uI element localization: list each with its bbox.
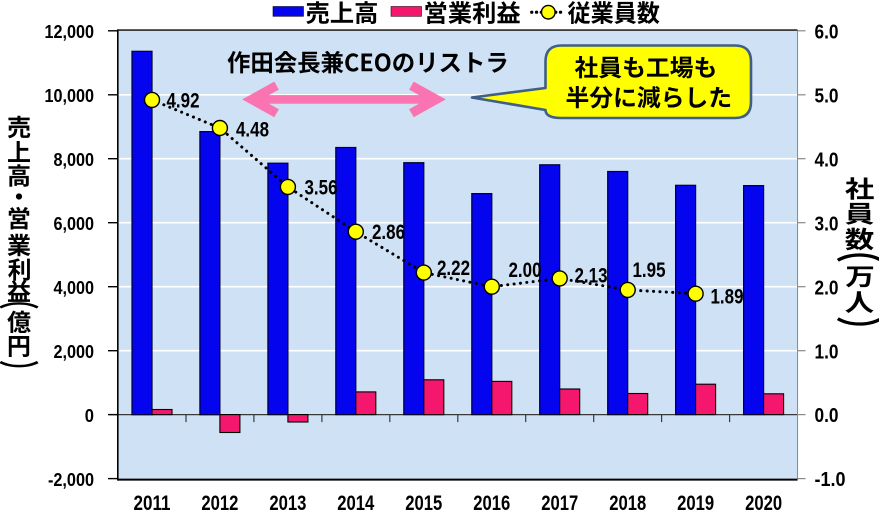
svg-text:8,000: 8,000: [54, 150, 95, 170]
svg-text:2012: 2012: [201, 492, 238, 515]
svg-text:-1.0: -1.0: [815, 469, 846, 491]
svg-text:2.00: 2.00: [509, 259, 542, 282]
svg-text:2.0: 2.0: [815, 277, 839, 299]
svg-text:4.0: 4.0: [815, 149, 839, 171]
svg-text:6,000: 6,000: [54, 214, 95, 234]
svg-text:2017: 2017: [541, 492, 578, 515]
svg-text:-2,000: -2,000: [48, 470, 94, 490]
svg-text:2019: 2019: [677, 492, 714, 515]
svg-text:0.0: 0.0: [815, 405, 839, 427]
svg-text:2018: 2018: [609, 492, 646, 515]
svg-text:2014: 2014: [337, 492, 374, 515]
svg-text:10,000: 10,000: [45, 86, 95, 106]
svg-text:4,000: 4,000: [54, 278, 95, 298]
svg-text:6.0: 6.0: [815, 21, 839, 43]
svg-text:2.22: 2.22: [437, 257, 470, 280]
svg-text:5.0: 5.0: [815, 85, 839, 107]
svg-text:2020: 2020: [745, 492, 782, 515]
svg-text:2015: 2015: [405, 492, 442, 515]
svg-text:3.56: 3.56: [305, 177, 338, 200]
svg-text:2011: 2011: [134, 492, 171, 515]
svg-text:2.86: 2.86: [372, 221, 405, 244]
svg-text:4.48: 4.48: [236, 119, 269, 142]
svg-text:12,000: 12,000: [45, 22, 95, 42]
svg-text:1.89: 1.89: [711, 285, 744, 308]
svg-text:2.13: 2.13: [575, 264, 608, 287]
svg-text:2013: 2013: [269, 492, 306, 515]
svg-text:4.92: 4.92: [167, 90, 200, 113]
svg-text:1.0: 1.0: [815, 341, 839, 363]
svg-text:3.0: 3.0: [815, 213, 839, 235]
svg-text:1.95: 1.95: [633, 259, 666, 282]
svg-text:2,000: 2,000: [54, 342, 95, 362]
svg-text:2016: 2016: [473, 492, 510, 515]
svg-text:0: 0: [85, 406, 94, 426]
